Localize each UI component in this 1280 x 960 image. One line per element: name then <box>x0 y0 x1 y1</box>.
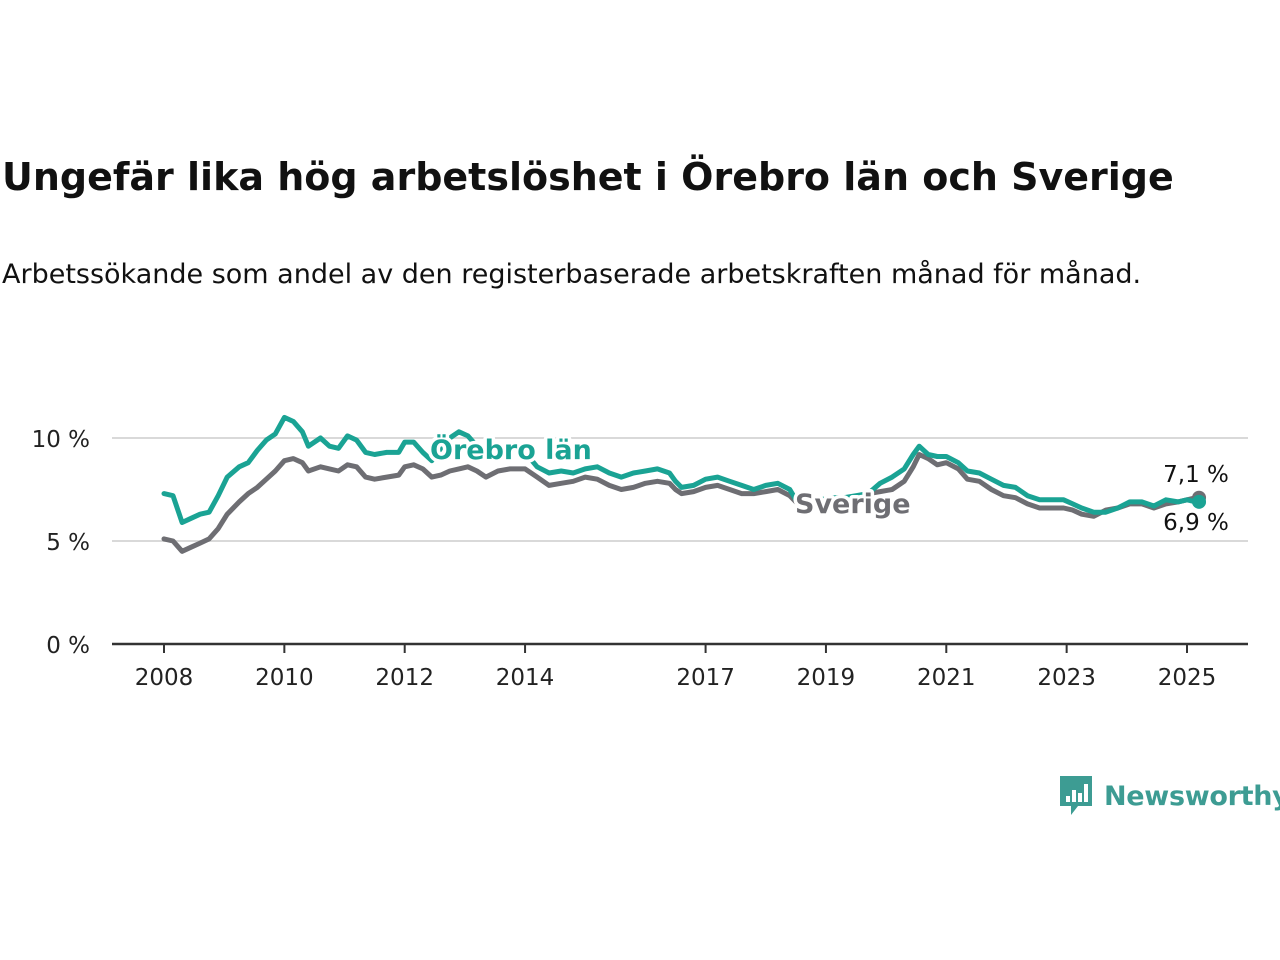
chart-title: Ungefär lika hög arbetslöshet i Örebro l… <box>2 155 1174 199</box>
chart-subtitle: Arbetssökande som andel av den registerb… <box>2 259 1142 290</box>
series-label-orebro-halo: Örebro län <box>430 433 592 466</box>
x-tick-label: 2019 <box>797 665 856 691</box>
x-tick-label: 2012 <box>375 665 434 691</box>
series-lines <box>161 414 1207 554</box>
end-label-orebro: 6,9 % <box>1163 510 1229 536</box>
x-tick-label: 2008 <box>135 665 194 691</box>
x-tick-label: 2014 <box>496 665 555 691</box>
series-label-sverige-halo: Sverige <box>795 489 911 520</box>
y-tick-label: 0 % <box>46 633 90 659</box>
series-label-orebro: Örebro län <box>430 433 592 466</box>
newsworthy-logo[interactable]: Newsworthy <box>1058 774 1280 818</box>
y-tick-label: 10 % <box>32 427 90 453</box>
series-line <box>161 414 1202 525</box>
newsworthy-logo-icon <box>1060 776 1092 815</box>
x-tick-label: 2021 <box>917 665 976 691</box>
x-tick-label: 2023 <box>1037 665 1096 691</box>
series-line <box>161 452 1202 554</box>
series-label-sverige: Sverige <box>795 489 911 520</box>
x-tick-label: 2025 <box>1158 665 1217 691</box>
series-end-point <box>1192 494 1207 509</box>
y-tick-label: 5 % <box>46 530 90 556</box>
y-axis-ticks: 0 % 5 % 10 % <box>32 427 90 659</box>
gridlines <box>112 437 1248 542</box>
x-tick-label: 2017 <box>676 665 735 691</box>
x-tick-label: 2010 <box>255 665 314 691</box>
x-axis: 2008 2010 2012 2014 2017 2019 2021 2023 2025 <box>112 642 1248 691</box>
brand-name: Newsworthy <box>1104 780 1280 812</box>
end-label-sverige: 7,1 % <box>1163 462 1229 488</box>
